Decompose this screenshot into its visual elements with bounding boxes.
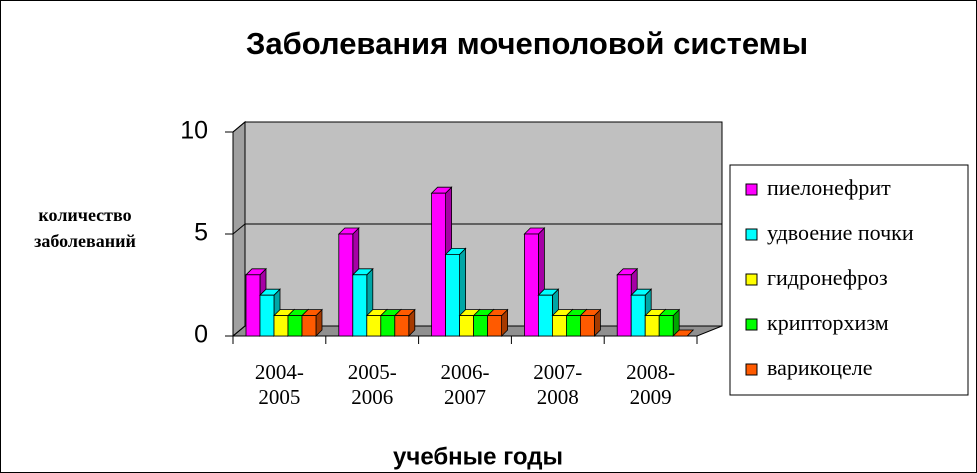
bar (245, 274, 261, 337)
legend-box (729, 164, 969, 396)
bar (287, 315, 303, 337)
bar (352, 274, 368, 337)
bar (259, 294, 275, 337)
bar (552, 315, 567, 337)
bar (459, 315, 475, 337)
y-tick-label: 10 (180, 117, 208, 145)
bar (630, 294, 646, 337)
y-tick-label: 5 (194, 219, 208, 247)
legend-label: пиелонефрит (767, 175, 891, 200)
bar (366, 315, 382, 337)
x-tick-label: 2006-2007 (440, 360, 490, 409)
bar (524, 233, 539, 337)
bar (473, 315, 489, 337)
x-tick-label: 2007-2008 (533, 360, 583, 409)
bar (394, 315, 410, 337)
legend-label: удвоение почки (767, 220, 914, 245)
bar (273, 315, 289, 337)
legend-swatch (745, 183, 758, 196)
x-tick-label: 2004-2005 (254, 360, 304, 409)
legend-swatch (745, 228, 758, 241)
bar (538, 294, 553, 337)
y-axis-label: количество заболеваний (34, 205, 136, 251)
x-tick-label: 2005-2006 (347, 360, 397, 409)
legend-swatch (745, 363, 758, 376)
x-axis-label: учебные годы (393, 443, 563, 470)
bar (644, 315, 660, 337)
bar (431, 192, 447, 337)
bar (338, 233, 354, 337)
bar (301, 315, 317, 337)
grid-line (232, 223, 722, 235)
bar-top (672, 329, 695, 337)
bar (380, 315, 396, 337)
bar (658, 315, 674, 337)
grid-line (232, 121, 722, 133)
legend-label: гидронефроз (767, 265, 888, 290)
bar (487, 315, 503, 337)
legend-label: крипторхизм (767, 310, 889, 335)
legend-label: варикоцеле (767, 355, 873, 380)
y-tick-label: 0 (194, 321, 208, 349)
bar (616, 274, 632, 337)
legend-swatch (745, 318, 758, 331)
bar (566, 315, 581, 337)
bar (580, 315, 595, 337)
bar (445, 253, 461, 337)
chart-title: Заболевания мочеполовой системы (246, 26, 808, 61)
legend-swatch (745, 273, 758, 286)
x-tick-label: 2008-2009 (626, 360, 676, 409)
